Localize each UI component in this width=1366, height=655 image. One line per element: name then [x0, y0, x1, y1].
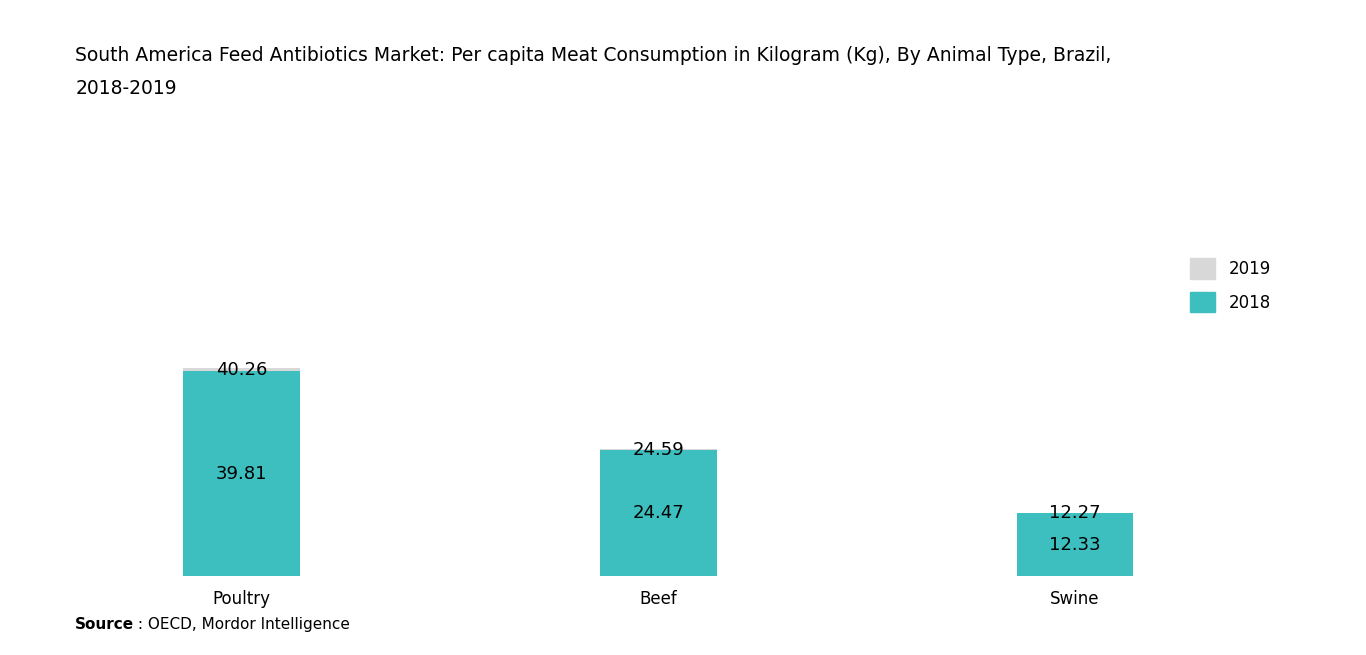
Text: 2018-2019: 2018-2019: [75, 79, 176, 98]
Text: South America Feed Antibiotics Market: Per capita Meat Consumption in Kilogram (: South America Feed Antibiotics Market: P…: [75, 46, 1112, 65]
Bar: [600, 449, 717, 576]
Text: 39.81: 39.81: [216, 464, 268, 483]
Text: 12.33: 12.33: [1049, 536, 1101, 553]
Text: 24.59: 24.59: [632, 441, 684, 458]
Text: 24.47: 24.47: [632, 504, 684, 522]
Bar: [183, 368, 301, 576]
Legend: 2019, 2018: 2019, 2018: [1182, 250, 1279, 320]
Text: 12.27: 12.27: [1049, 504, 1101, 522]
Text: : OECD, Mordor Intelligence: : OECD, Mordor Intelligence: [133, 617, 350, 632]
Bar: [600, 450, 717, 576]
Bar: [1016, 513, 1134, 576]
Text: 40.26: 40.26: [216, 360, 268, 379]
Bar: [183, 371, 301, 576]
Bar: [1016, 513, 1134, 576]
Text: Source: Source: [75, 617, 134, 632]
